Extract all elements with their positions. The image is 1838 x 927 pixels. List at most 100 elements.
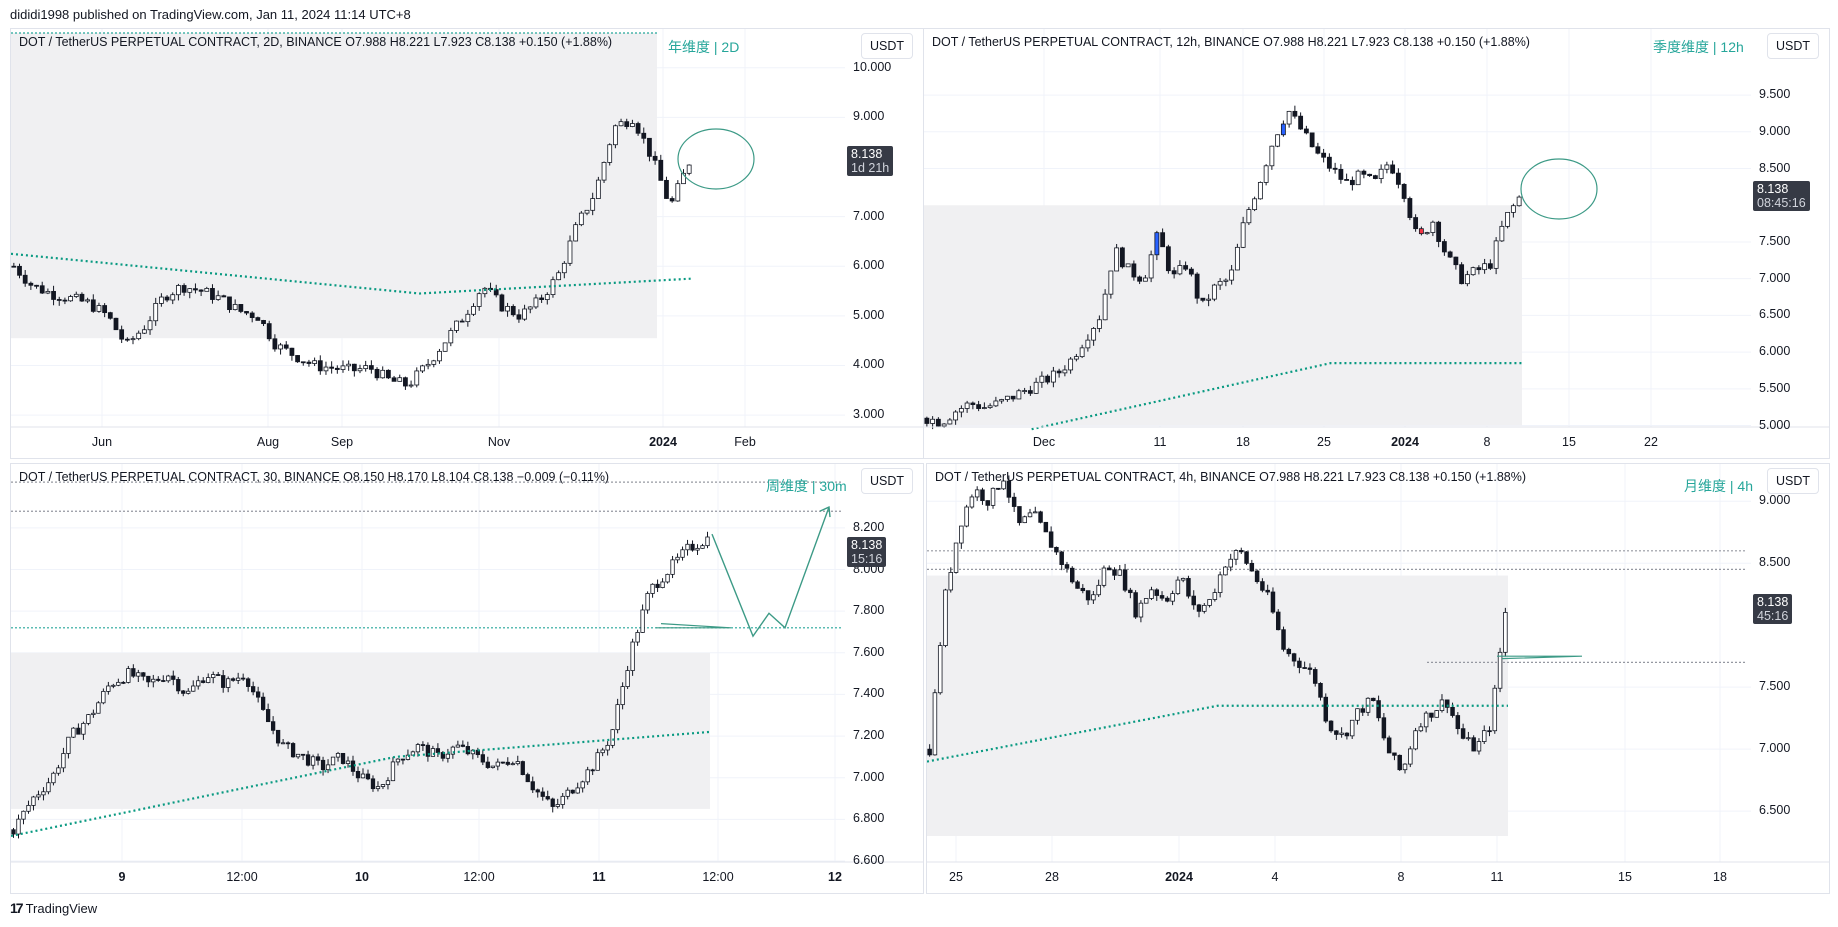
path-annotation[interactable] — [711, 506, 830, 638]
currency-button[interactable]: USDT — [1767, 33, 1819, 59]
candle-body — [1470, 267, 1476, 276]
candle — [171, 670, 176, 686]
candle-body — [1401, 183, 1407, 199]
candle — [1165, 244, 1171, 274]
candle-body — [121, 681, 126, 684]
candle — [665, 573, 670, 584]
chart-panel-1[interactable]: DOT / TetherUS PERPETUAL CONTRACT, 2D, B… — [10, 28, 924, 459]
candle — [17, 263, 22, 279]
candle — [924, 416, 930, 427]
arrow-head-icon — [819, 506, 831, 518]
circle-annotation[interactable] — [1520, 158, 1598, 220]
candle — [976, 400, 982, 412]
candle — [323, 361, 329, 375]
candle-body — [1355, 170, 1361, 186]
candle — [1378, 164, 1384, 184]
candle-body — [620, 686, 625, 706]
candle — [1017, 506, 1022, 526]
candle — [113, 317, 119, 331]
candle — [131, 664, 136, 678]
candle-body — [255, 317, 261, 321]
candle — [490, 765, 495, 769]
time-axis-label: 9 — [118, 870, 126, 884]
candle-body — [1265, 589, 1270, 593]
candle-body — [1291, 653, 1297, 662]
candle-body — [196, 680, 201, 687]
candle-body — [610, 729, 615, 746]
candle — [390, 757, 396, 782]
candle — [227, 296, 232, 313]
candle — [675, 180, 681, 202]
flag-annotation[interactable] — [656, 623, 732, 629]
candle-body — [238, 304, 244, 312]
candle-body — [320, 759, 326, 771]
candle-body — [601, 162, 607, 181]
candle-body — [625, 670, 630, 687]
candle — [660, 578, 665, 589]
chart-canvas[interactable] — [11, 464, 923, 893]
candle — [1381, 713, 1387, 741]
time-axis-label: 28 — [1045, 870, 1059, 884]
chart-canvas[interactable] — [11, 29, 923, 458]
candle-body — [71, 727, 76, 738]
candle — [31, 795, 36, 811]
candle-body — [658, 159, 664, 181]
candle-body — [935, 418, 941, 427]
candle-body — [1332, 167, 1338, 170]
last-price-tag: 8.138 15:16 — [847, 536, 887, 567]
candle — [584, 209, 590, 216]
candle-body — [1106, 567, 1112, 571]
candle-body — [1344, 179, 1350, 181]
candle-body — [1125, 263, 1131, 268]
candle-body — [1372, 175, 1378, 179]
candle — [334, 365, 340, 374]
candle-body — [1229, 269, 1235, 281]
price-axis-label: 5.500 — [1759, 380, 1791, 395]
candle-body — [76, 727, 81, 735]
candle-body — [1303, 128, 1309, 134]
candle-body — [1367, 173, 1373, 177]
candle — [289, 347, 295, 361]
candle-body — [459, 320, 465, 323]
candle-body — [1073, 356, 1079, 360]
candle — [136, 330, 142, 341]
candle — [1307, 663, 1313, 675]
chart-canvas[interactable] — [924, 29, 1829, 458]
currency-button[interactable]: USDT — [861, 33, 913, 59]
candle-body — [652, 155, 658, 161]
currency-button[interactable]: USDT — [861, 468, 913, 494]
candle-body — [1004, 395, 1010, 400]
candle-body — [1487, 263, 1493, 269]
candle-body — [976, 404, 982, 409]
candle — [1033, 377, 1039, 394]
price-axis-label: 5.000 — [1759, 417, 1791, 432]
candle-body — [1079, 347, 1085, 358]
flag-annotation[interactable] — [1497, 655, 1583, 660]
candle-body — [130, 338, 136, 341]
candle-body — [1402, 763, 1408, 771]
candle-body — [550, 798, 555, 807]
candle-body — [533, 297, 539, 308]
candle — [300, 361, 306, 366]
chart-canvas[interactable] — [927, 464, 1829, 893]
price-axis-label: 5.000 — [853, 307, 885, 322]
candle-body — [1476, 741, 1482, 752]
candle — [1355, 708, 1360, 725]
candle — [111, 683, 116, 689]
candle — [260, 692, 266, 711]
currency-button[interactable]: USDT — [1767, 468, 1819, 494]
candle-body — [1286, 110, 1292, 125]
candle — [191, 680, 196, 692]
candle — [1344, 732, 1350, 740]
chart-panel-2[interactable]: DOT / TetherUS PERPETUAL CONTRACT, 12h, … — [923, 28, 1830, 459]
candle-body — [1460, 728, 1466, 739]
candle — [1315, 142, 1321, 155]
time-axis-label: 15 — [1562, 435, 1576, 449]
candle-body — [1075, 581, 1080, 589]
candle — [1270, 587, 1276, 614]
candle-body — [686, 164, 692, 174]
chart-panel-3[interactable]: DOT / TetherUS PERPETUAL CONTRACT, 30, B… — [10, 463, 924, 894]
chart-panel-4[interactable]: DOT / TetherUS PERPETUAL CONTRACT, 4h, B… — [926, 463, 1830, 894]
candle-body — [1149, 589, 1154, 599]
circle-annotation[interactable] — [677, 128, 755, 190]
